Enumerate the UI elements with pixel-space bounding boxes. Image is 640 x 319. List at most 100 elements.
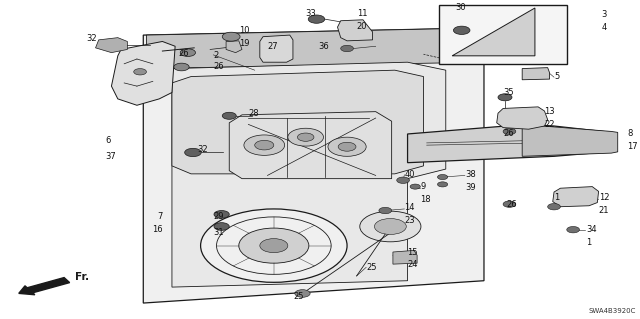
Text: 21: 21 — [598, 206, 609, 215]
Polygon shape — [553, 187, 598, 207]
Circle shape — [498, 94, 512, 101]
Text: 39: 39 — [465, 183, 476, 192]
Text: 7: 7 — [157, 212, 163, 221]
Polygon shape — [172, 70, 424, 174]
FancyArrow shape — [19, 278, 70, 295]
Circle shape — [328, 137, 366, 156]
Circle shape — [360, 211, 421, 242]
Polygon shape — [229, 112, 392, 179]
Text: 2: 2 — [213, 51, 219, 60]
Circle shape — [244, 135, 285, 155]
Circle shape — [214, 211, 229, 218]
Text: 37: 37 — [105, 152, 116, 161]
Text: 22: 22 — [545, 120, 555, 129]
Polygon shape — [522, 124, 618, 156]
Text: 38: 38 — [465, 170, 476, 179]
Text: 36: 36 — [319, 42, 329, 51]
Circle shape — [308, 15, 324, 23]
Circle shape — [298, 133, 314, 141]
Polygon shape — [408, 124, 611, 163]
Text: 16: 16 — [152, 225, 163, 234]
Text: 35: 35 — [503, 88, 514, 97]
Text: 29: 29 — [213, 212, 224, 221]
Circle shape — [374, 219, 406, 234]
Text: 17: 17 — [627, 142, 638, 151]
Text: 4: 4 — [602, 23, 607, 32]
Circle shape — [338, 142, 356, 151]
Text: 14: 14 — [404, 203, 415, 212]
Polygon shape — [147, 29, 481, 69]
Polygon shape — [393, 250, 417, 264]
Text: 33: 33 — [306, 9, 316, 18]
Circle shape — [260, 239, 288, 253]
Circle shape — [222, 112, 236, 119]
Text: 13: 13 — [545, 107, 555, 116]
Circle shape — [180, 49, 195, 56]
Polygon shape — [143, 29, 484, 303]
Text: 40: 40 — [404, 170, 415, 179]
Text: 25: 25 — [293, 292, 303, 301]
Circle shape — [185, 148, 201, 157]
Circle shape — [239, 228, 309, 263]
Circle shape — [438, 174, 448, 180]
Text: 9: 9 — [420, 182, 426, 191]
Polygon shape — [497, 107, 548, 129]
Text: 20: 20 — [356, 22, 367, 31]
Text: 26: 26 — [213, 63, 224, 71]
Text: 8: 8 — [627, 130, 632, 138]
Text: 11: 11 — [356, 9, 367, 18]
Circle shape — [214, 223, 229, 230]
Text: 26: 26 — [503, 130, 514, 138]
Text: 19: 19 — [239, 39, 250, 48]
Circle shape — [200, 209, 347, 282]
Circle shape — [295, 290, 310, 297]
Text: 6: 6 — [105, 136, 111, 145]
Circle shape — [567, 226, 579, 233]
Polygon shape — [95, 38, 127, 53]
Text: 24: 24 — [408, 260, 418, 269]
Circle shape — [503, 201, 516, 207]
Text: 26: 26 — [179, 49, 189, 58]
Circle shape — [503, 128, 516, 135]
Text: 32: 32 — [86, 34, 97, 43]
Circle shape — [379, 207, 392, 214]
Polygon shape — [111, 41, 175, 105]
Polygon shape — [452, 8, 535, 56]
Circle shape — [453, 26, 470, 34]
Circle shape — [548, 204, 561, 210]
Circle shape — [340, 45, 353, 52]
Circle shape — [222, 32, 240, 41]
Text: 31: 31 — [213, 228, 224, 237]
Text: Fr.: Fr. — [75, 272, 89, 282]
Text: SWA4B3920C: SWA4B3920C — [588, 308, 636, 314]
Text: 23: 23 — [404, 216, 415, 225]
Text: 15: 15 — [408, 248, 418, 256]
Circle shape — [438, 182, 448, 187]
Text: 25: 25 — [366, 263, 377, 272]
Circle shape — [410, 184, 420, 189]
Polygon shape — [522, 68, 550, 80]
Circle shape — [174, 63, 189, 71]
Circle shape — [255, 140, 274, 150]
Text: 5: 5 — [554, 72, 559, 81]
Text: 34: 34 — [586, 225, 596, 234]
Text: 28: 28 — [248, 109, 259, 118]
Text: 26: 26 — [506, 200, 517, 209]
Polygon shape — [337, 20, 372, 41]
Text: 27: 27 — [268, 42, 278, 51]
Text: 32: 32 — [197, 145, 208, 154]
Polygon shape — [172, 62, 446, 287]
Text: 10: 10 — [239, 26, 250, 35]
Bar — [440, 5, 567, 64]
Text: 1: 1 — [586, 238, 591, 247]
Text: 30: 30 — [455, 3, 466, 11]
Text: 1: 1 — [554, 193, 559, 202]
Text: 18: 18 — [420, 195, 431, 204]
Polygon shape — [260, 35, 293, 62]
Text: 12: 12 — [598, 193, 609, 202]
Text: 3: 3 — [602, 10, 607, 19]
Polygon shape — [226, 41, 242, 53]
Circle shape — [397, 177, 410, 183]
Circle shape — [134, 69, 147, 75]
Circle shape — [288, 128, 323, 146]
